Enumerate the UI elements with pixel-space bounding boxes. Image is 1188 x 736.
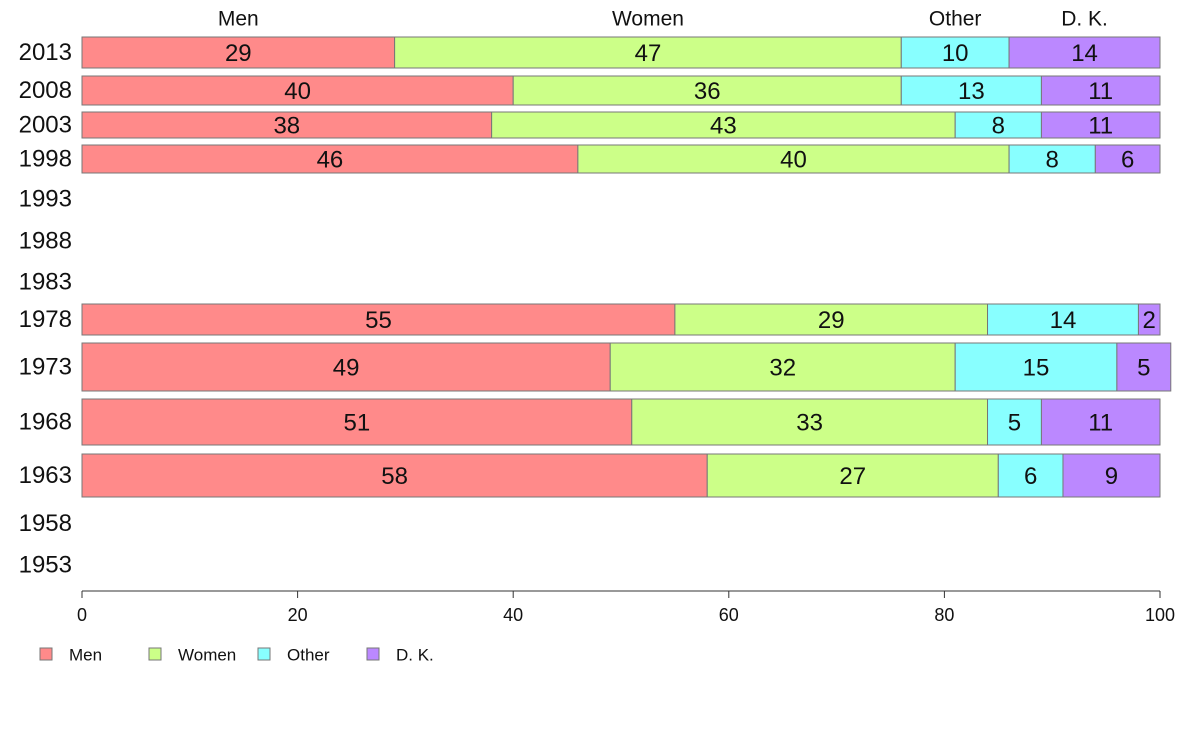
data-label-1973-other: 15 <box>1023 355 1050 382</box>
x-tick-label-80: 80 <box>934 605 954 625</box>
data-label-2008-men: 40 <box>284 78 311 105</box>
year-label-1978: 1978 <box>19 306 72 333</box>
legend-label-dk: D. K. <box>396 646 434 665</box>
year-label-1953: 1953 <box>19 552 72 579</box>
legend-swatch-other <box>257 647 271 661</box>
data-label-1968-men: 51 <box>344 410 371 437</box>
data-label-1978-women: 29 <box>818 307 845 334</box>
bar-1963-dk <box>1062 453 1161 498</box>
bar-1998-dk <box>1094 144 1161 174</box>
data-label-2008-other: 13 <box>958 78 985 105</box>
data-label-2013-other: 10 <box>942 40 969 67</box>
year-label-2003: 2003 <box>19 112 72 139</box>
data-label-1963-dk: 9 <box>1105 463 1118 490</box>
x-tick-label-60: 60 <box>719 605 739 625</box>
bar-1978-women <box>674 303 989 336</box>
bar-1973-other <box>954 342 1118 392</box>
legend-swatch-women <box>148 647 162 661</box>
bar-1978-men <box>81 303 676 336</box>
legend-swatch-men <box>39 647 53 661</box>
data-label-1998-men: 46 <box>317 147 344 174</box>
bar-1998-men <box>81 144 579 174</box>
x-tick-label-100: 100 <box>1145 605 1175 625</box>
data-label-1963-men: 58 <box>381 463 408 490</box>
bar-1963-women <box>706 453 999 498</box>
column-header-dk: D. K. <box>1061 8 1108 31</box>
bar-1973-women <box>609 342 956 392</box>
column-header-men: Men <box>218 8 259 31</box>
data-label-2003-dk: 11 <box>1088 113 1113 140</box>
year-label-1958: 1958 <box>19 510 72 537</box>
bar-2008-women <box>512 75 902 106</box>
bar-2003-men <box>81 111 493 139</box>
data-label-1963-other: 6 <box>1024 463 1037 490</box>
bar-2013-dk <box>1008 36 1161 69</box>
bar-2013-women <box>394 36 902 69</box>
data-label-1973-men: 49 <box>333 355 360 382</box>
data-label-1968-dk: 11 <box>1088 410 1113 437</box>
data-label-2013-men: 29 <box>225 40 252 67</box>
legend-label-men: Men <box>69 646 102 665</box>
bar-2013-men <box>81 36 396 69</box>
data-label-2008-dk: 11 <box>1088 78 1113 105</box>
year-label-2008: 2008 <box>19 77 72 104</box>
year-label-1968: 1968 <box>19 409 72 436</box>
legend-label-other: Other <box>287 646 330 665</box>
data-label-1978-other: 14 <box>1050 307 1077 334</box>
data-label-1978-men: 55 <box>365 307 392 334</box>
year-label-1973: 1973 <box>19 354 72 381</box>
bar-2013-other <box>900 36 1010 69</box>
data-label-2003-men: 38 <box>273 113 300 140</box>
column-header-other: Other <box>929 8 982 31</box>
bar-2008-other <box>900 75 1042 106</box>
data-label-1998-other: 8 <box>1046 147 1059 174</box>
bar-1968-dk <box>1040 398 1161 446</box>
year-label-1993: 1993 <box>19 186 72 213</box>
x-tick-label-20: 20 <box>288 605 308 625</box>
bar-1968-other <box>987 398 1042 446</box>
data-label-1978-dk: 2 <box>1143 307 1156 334</box>
year-label-2013: 2013 <box>19 39 72 66</box>
bar-1963-other <box>997 453 1064 498</box>
data-label-2013-women: 47 <box>635 40 662 67</box>
bar-2003-women <box>491 111 956 139</box>
column-header-women: Women <box>612 8 684 31</box>
data-label-2008-women: 36 <box>694 78 721 105</box>
bar-1978-dk <box>1137 303 1161 336</box>
data-label-2013-dk: 14 <box>1071 40 1098 67</box>
data-label-1998-dk: 6 <box>1121 147 1134 174</box>
data-label-1968-other: 5 <box>1008 410 1021 437</box>
bar-1973-men <box>81 342 611 392</box>
data-label-2003-women: 43 <box>710 113 737 140</box>
year-label-1998: 1998 <box>19 146 72 173</box>
bar-2008-dk <box>1040 75 1161 106</box>
bar-1978-other <box>987 303 1139 336</box>
legend-label-women: Women <box>178 646 236 665</box>
x-tick-label-40: 40 <box>503 605 523 625</box>
data-label-1963-women: 27 <box>839 463 866 490</box>
year-label-1963: 1963 <box>19 462 72 489</box>
x-tick-label-0: 0 <box>77 605 87 625</box>
bar-1968-women <box>631 398 989 446</box>
data-label-1973-dk: 5 <box>1137 355 1150 382</box>
bar-1998-women <box>577 144 1010 174</box>
legend-swatch-dk <box>366 647 380 661</box>
year-label-1988: 1988 <box>19 228 72 255</box>
data-label-1998-women: 40 <box>780 147 807 174</box>
bar-2003-dk <box>1040 111 1161 139</box>
data-label-2003-other: 8 <box>992 113 1005 140</box>
bar-1973-dk <box>1116 342 1172 392</box>
bar-2008-men <box>81 75 514 106</box>
data-label-1968-women: 33 <box>796 410 823 437</box>
data-label-1973-women: 32 <box>769 355 796 382</box>
year-label-1983: 1983 <box>19 269 72 296</box>
bar-1968-men <box>81 398 633 446</box>
